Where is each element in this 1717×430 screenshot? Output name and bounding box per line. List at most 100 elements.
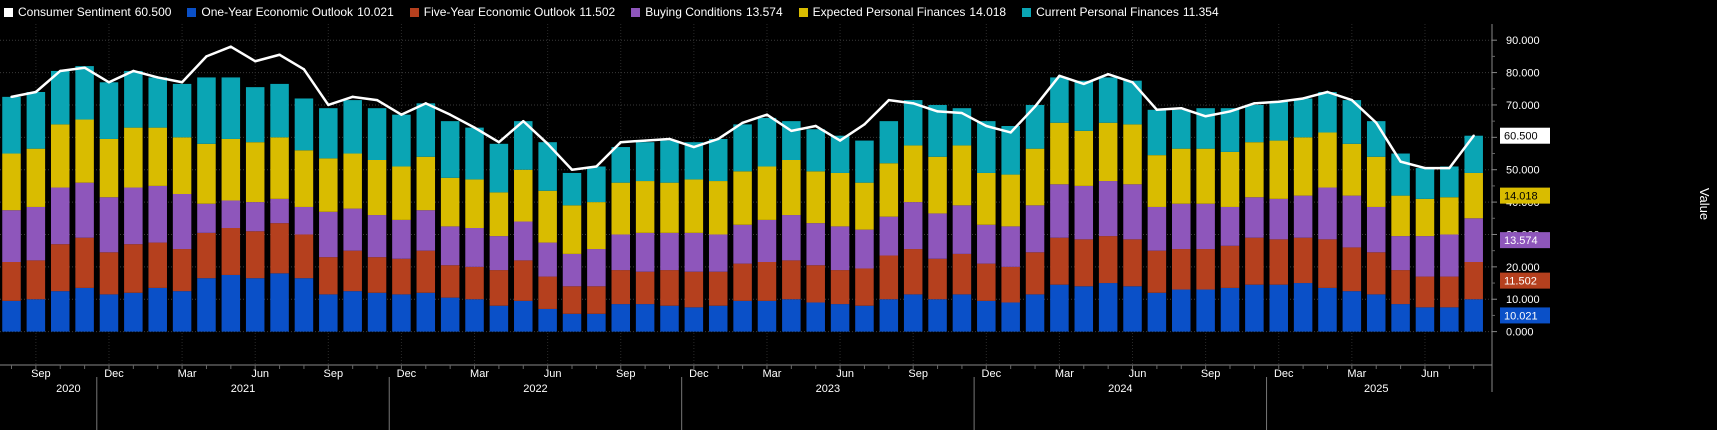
bar-4 <box>1074 130 1094 186</box>
bar-2 <box>489 270 509 306</box>
bar-2 <box>1147 250 1167 293</box>
bar-3 <box>99 197 119 253</box>
bar-5 <box>1342 100 1362 144</box>
bar-5 <box>197 77 216 144</box>
bar-5 <box>1050 77 1069 123</box>
bar-3 <box>903 202 923 250</box>
bar-5 <box>270 83 289 138</box>
bar-3 <box>489 236 509 271</box>
bar-3 <box>2 210 21 262</box>
bar-2 <box>538 276 557 309</box>
bar-3 <box>782 215 801 261</box>
sentiment-point <box>424 102 427 105</box>
bar-2 <box>587 286 606 314</box>
bar-4 <box>1123 124 1142 185</box>
bar-1 <box>1318 287 1337 332</box>
bar-1 <box>416 292 436 332</box>
bar-4 <box>124 127 143 188</box>
value-tag-label: 60.500 <box>1504 131 1538 143</box>
bar-2 <box>1391 270 1410 305</box>
bar-5 <box>99 82 119 139</box>
sentiment-point <box>497 140 501 144</box>
bar-4 <box>1415 198 1435 237</box>
bar-1 <box>489 305 509 332</box>
bar-4 <box>440 177 460 227</box>
bar-3 <box>1220 206 1240 246</box>
value-tag-label: 13.574 <box>1504 235 1538 247</box>
bar-2 <box>50 244 70 292</box>
bar-5 <box>952 108 972 146</box>
bar-1 <box>977 300 996 332</box>
bar-4 <box>1391 195 1410 237</box>
value-tag-bg <box>1500 272 1550 289</box>
bar-1 <box>757 300 777 332</box>
bar-2 <box>1098 236 1118 284</box>
bar-2 <box>465 266 484 300</box>
bar-1 <box>221 274 241 332</box>
bar-2 <box>1074 239 1094 287</box>
bar-1 <box>1293 283 1313 332</box>
legend-value: 13.574 <box>745 5 783 19</box>
bar-1 <box>1440 307 1459 332</box>
sentiment-point <box>1009 131 1012 134</box>
bar-5 <box>538 142 557 191</box>
x-year-label: 2020 <box>56 383 80 395</box>
sentiment-point <box>107 81 111 84</box>
bar-4 <box>50 124 70 188</box>
x-year-label: 2023 <box>816 383 840 395</box>
bar-3 <box>124 187 143 245</box>
bar-4 <box>1269 140 1288 199</box>
legend: Consumer Sentiment 60.500 One-Year Economi… <box>0 0 1717 24</box>
bar-4 <box>1196 148 1215 204</box>
bar-4 <box>294 150 314 207</box>
bar-4 <box>1293 137 1313 196</box>
bar-4 <box>587 202 606 250</box>
bar-4 <box>1245 142 1264 198</box>
bar-4 <box>270 137 289 199</box>
bar-1 <box>562 313 582 332</box>
bar-4 <box>1440 197 1459 235</box>
bar-5 <box>1366 121 1386 157</box>
bar-3 <box>392 219 411 259</box>
bar-4 <box>538 190 557 243</box>
bar-2 <box>1001 266 1020 303</box>
sentiment-point <box>668 137 671 141</box>
bar-4 <box>977 172 996 225</box>
bar-3 <box>1415 236 1435 277</box>
bar-2 <box>1342 247 1362 292</box>
bar-3 <box>148 185 167 243</box>
sentiment-point <box>643 139 647 142</box>
bar-1 <box>1366 294 1386 332</box>
sentiment-point <box>1106 72 1110 76</box>
bar-5 <box>1464 135 1483 173</box>
bar-3 <box>245 202 265 232</box>
bar-1 <box>197 278 216 332</box>
x-tick-label: Jun <box>251 368 269 380</box>
bar-3 <box>538 242 557 277</box>
sentiment-point <box>619 140 622 144</box>
legend-item: Expected Personal Finances 14.018 <box>798 5 1006 19</box>
x-tick-label: Mar <box>470 368 489 380</box>
y-tick-label: 50.000 <box>1506 165 1540 177</box>
sentiment-point <box>1326 90 1329 94</box>
bar-1 <box>124 292 143 332</box>
bar-4 <box>903 145 923 203</box>
bar-2 <box>660 270 679 306</box>
sentiment-point <box>790 129 793 133</box>
bar-3 <box>1245 197 1264 238</box>
bar-2 <box>148 242 167 288</box>
bar-3 <box>708 234 728 272</box>
legend-label: One-Year Economic Outlook <box>201 5 354 19</box>
bar-2 <box>392 258 411 295</box>
bar-3 <box>465 228 484 267</box>
x-tick-label: Mar <box>1347 368 1366 380</box>
bar-5 <box>50 70 70 125</box>
bars <box>2 66 1483 332</box>
legend-label: Current Personal Finances <box>1036 5 1179 19</box>
bar-5 <box>879 121 899 164</box>
sentiment-point <box>59 69 62 73</box>
bar-3 <box>1025 205 1045 253</box>
y-tick-label: 10.000 <box>1506 294 1540 306</box>
bar-1 <box>952 294 972 332</box>
bar-1 <box>343 291 362 332</box>
